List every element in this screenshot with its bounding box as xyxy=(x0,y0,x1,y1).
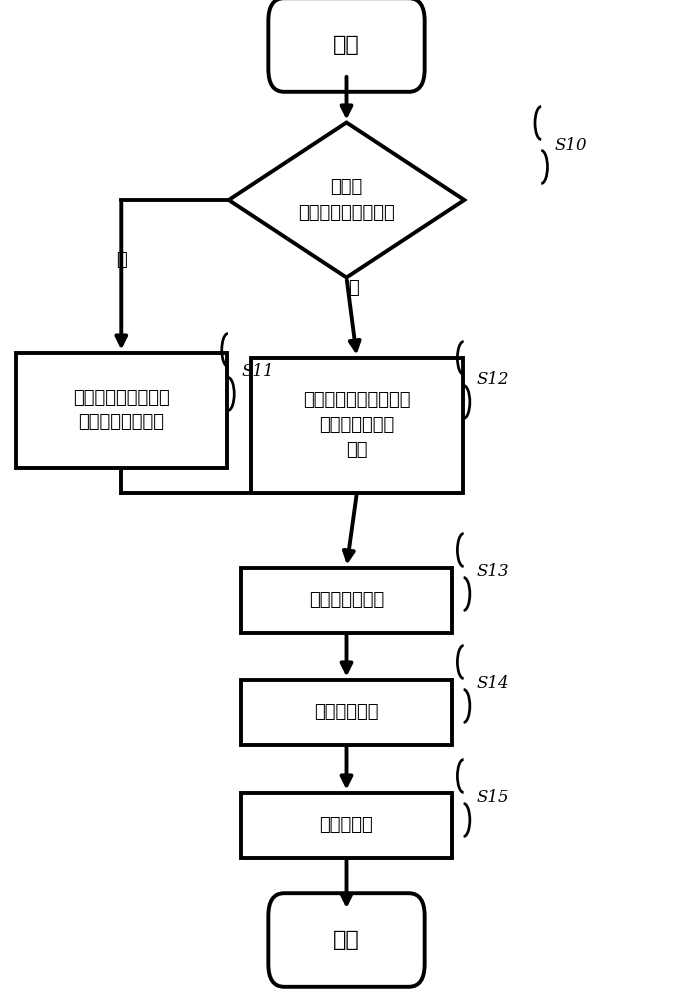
Polygon shape xyxy=(229,122,464,277)
Text: 开始: 开始 xyxy=(333,35,360,55)
Bar xyxy=(241,792,453,857)
Text: S15: S15 xyxy=(477,790,509,806)
Bar xyxy=(241,680,453,744)
Bar xyxy=(252,358,463,493)
FancyBboxPatch shape xyxy=(268,893,425,987)
Text: 以缺省的功率组合控制
信号的功率放大
倍数: 以缺省的功率组合控制 信号的功率放大 倍数 xyxy=(303,391,411,459)
Text: 是: 是 xyxy=(116,251,127,269)
Text: 是否有
功率增益控制信号？: 是否有 功率增益控制信号？ xyxy=(298,178,395,222)
Bar xyxy=(241,567,453,632)
Text: S12: S12 xyxy=(477,371,509,388)
FancyBboxPatch shape xyxy=(268,0,425,92)
Text: 结束: 结束 xyxy=(333,930,360,950)
Bar xyxy=(15,353,227,468)
Text: S10: S10 xyxy=(554,136,587,153)
Text: 对各路信号编码: 对各路信号编码 xyxy=(309,591,384,609)
Text: S11: S11 xyxy=(241,363,274,380)
Text: 否: 否 xyxy=(348,279,359,297)
Text: 发射方式控制: 发射方式控制 xyxy=(314,703,379,721)
Text: S14: S14 xyxy=(477,676,509,692)
Text: 以最佳发射功率组合
控制功率放大倍数: 以最佳发射功率组合 控制功率放大倍数 xyxy=(73,388,170,432)
Text: 经天线发送: 经天线发送 xyxy=(319,816,374,834)
Text: S13: S13 xyxy=(477,564,509,580)
